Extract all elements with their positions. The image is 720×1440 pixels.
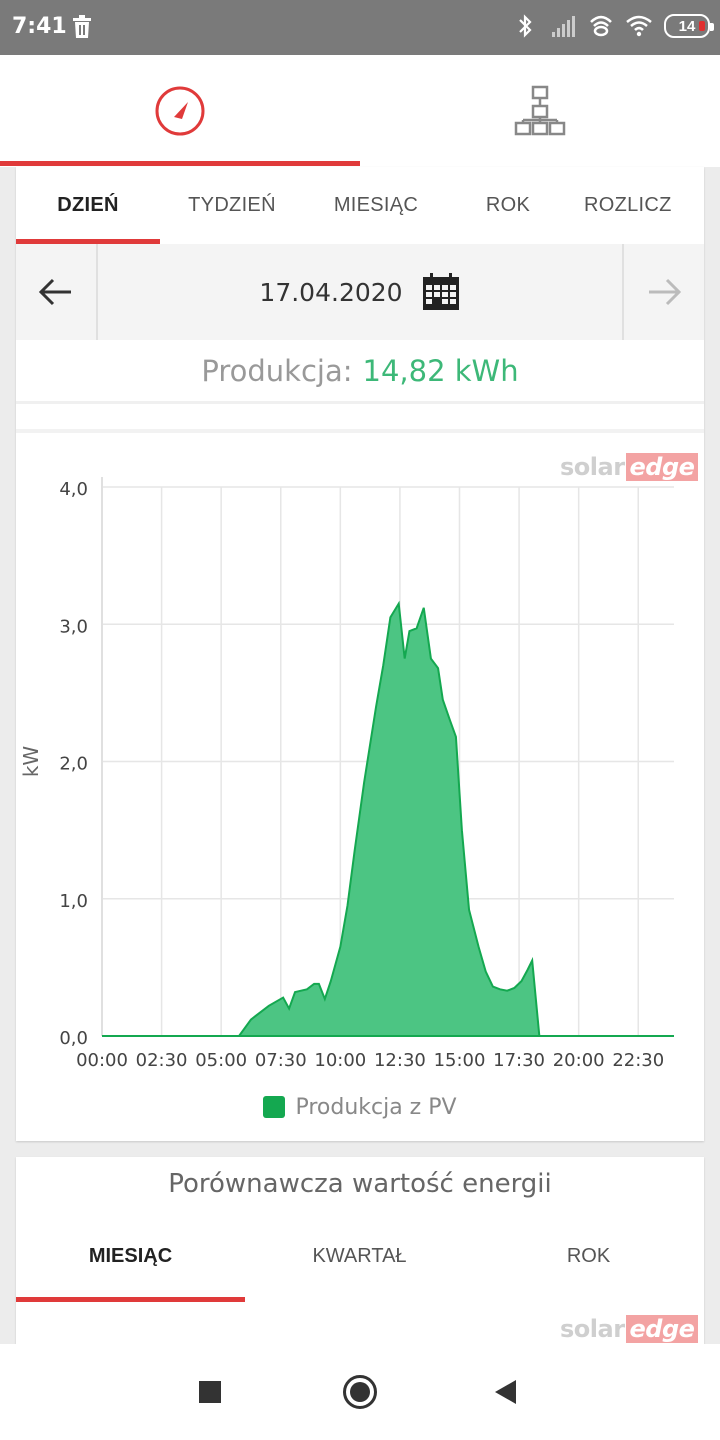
tab-week[interactable]: TYDZIEŃ: [188, 194, 276, 216]
recent-apps-button[interactable]: [190, 1372, 230, 1412]
tab-year[interactable]: ROK: [485, 194, 531, 216]
solaredge-logo: solar edge: [560, 453, 699, 481]
status-time: 7:41: [12, 14, 67, 39]
period-tab-indicator: [16, 239, 160, 244]
x-tick-label: 00:00: [76, 1050, 128, 1071]
y-tick-label: 3,0: [59, 616, 88, 637]
tab-site-layout[interactable]: [360, 55, 720, 167]
legend-swatch: [263, 1096, 286, 1118]
x-tick-label: 15:00: [434, 1050, 486, 1071]
production-label: Produkcja:: [201, 353, 353, 388]
tab-month[interactable]: MIESIĄC: [333, 194, 419, 216]
bluetooth-icon: [519, 14, 532, 38]
y-tick-label: 0,0: [59, 1028, 88, 1049]
date-picker[interactable]: 17.04.2020: [98, 244, 622, 340]
y-tick-label: 4,0: [59, 479, 88, 500]
calendar-icon: [422, 273, 459, 310]
x-tick-label: 05:00: [195, 1050, 247, 1071]
next-date-button[interactable]: [622, 244, 704, 340]
x-tick-label: 22:30: [612, 1050, 664, 1071]
y-axis-label: kW: [19, 746, 43, 778]
signal-icon: [552, 16, 575, 37]
divider: [16, 429, 704, 433]
x-tick-label: 02:30: [136, 1050, 188, 1071]
status-bar: 7:41 14: [0, 0, 720, 55]
site-layout-icon: [514, 85, 566, 136]
comparison-tabs: MIESIĄC KWARTAŁ ROK: [16, 1223, 704, 1289]
selected-date: 17.04.2020: [259, 277, 403, 307]
back-button[interactable]: [486, 1372, 526, 1412]
top-tab-bar: [0, 55, 720, 167]
production-summary: Produkcja: 14,82 kWh: [16, 340, 704, 404]
chart-legend[interactable]: Produkcja z PV: [16, 1087, 704, 1127]
tab-billing[interactable]: ROZLICZ: [584, 194, 672, 216]
x-tick-label: 07:30: [255, 1050, 307, 1071]
hotspot-icon: [590, 15, 612, 37]
production-chart: 0,0 1,0 2,0 3,0 4,0 00:00 02:30 05:00 07:30 10:00…: [19, 477, 674, 1071]
period-tabs: DZIEŃ TYDZIEŃ MIESIĄC ROK ROZLICZ: [16, 167, 704, 244]
prev-date-button[interactable]: [16, 244, 98, 340]
battery-icon: 14: [664, 14, 714, 38]
x-tick-label: 10:00: [314, 1050, 366, 1071]
top-tab-indicator: [0, 161, 360, 166]
home-icon: [343, 1375, 377, 1409]
comparison-title: Porównawcza wartość energii: [168, 1169, 552, 1199]
tab-cmp-month[interactable]: MIESIĄC: [88, 1244, 173, 1267]
tab-dashboard[interactable]: [0, 55, 360, 167]
x-tick-label: 17:30: [493, 1050, 545, 1071]
tab-cmp-quarter[interactable]: KWARTAŁ: [312, 1244, 407, 1267]
production-card: DZIEŃ TYDZIEŃ MIESIĄC ROK ROZLICZ 17.04.…: [16, 167, 704, 1141]
tab-day[interactable]: DZIEŃ: [57, 194, 119, 216]
arrow-right-icon: [649, 278, 682, 306]
production-value: 14,82 kWh: [362, 353, 519, 388]
recent-apps-icon: [199, 1381, 221, 1403]
home-button[interactable]: [340, 1372, 380, 1412]
x-tick-label: 12:30: [374, 1050, 426, 1071]
date-navigator: 17.04.2020: [16, 244, 704, 340]
legend-label: Produkcja z PV: [295, 1094, 457, 1120]
comparison-tab-indicator: [16, 1297, 245, 1302]
gauge-icon: [155, 86, 205, 136]
trash-icon: [73, 15, 91, 38]
system-nav-bar: [0, 1344, 720, 1440]
comparison-card: Porównawcza wartość energii MIESIĄC KWAR…: [16, 1157, 704, 1347]
x-tick-label: 20:00: [553, 1050, 605, 1071]
solaredge-logo-2: solar edge: [560, 1315, 699, 1343]
arrow-left-icon: [38, 278, 71, 306]
y-tick-label: 1,0: [59, 891, 88, 912]
series-area-produkcja-z-pv: [102, 600, 674, 1037]
tab-cmp-year[interactable]: ROK: [566, 1244, 611, 1267]
wifi-icon: [626, 15, 652, 37]
y-tick-label: 2,0: [59, 754, 88, 775]
back-icon: [495, 1380, 516, 1404]
battery-level: 14: [678, 17, 696, 35]
